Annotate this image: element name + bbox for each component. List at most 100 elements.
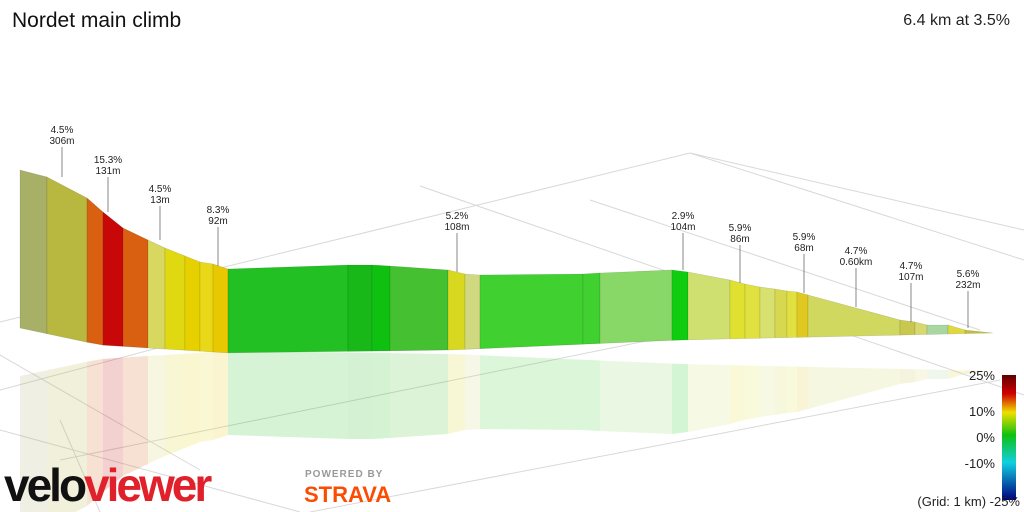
segment-reflection [808,366,900,409]
segment-gradient: 2.9% [672,211,695,222]
segment [227,264,349,354]
segment [796,291,809,338]
segment-reflection [927,369,948,379]
segment-reflection [948,369,965,379]
segment-gradient: 15.3% [94,155,122,166]
segment [687,271,731,341]
segment [19,169,48,335]
segment-gradient: 4.7% [845,246,868,257]
segment [46,176,88,343]
segment-gradient: 8.3% [207,205,230,216]
segment-length: 68m [794,243,813,254]
segment-reflection [775,366,787,415]
segment-reflection [148,355,165,464]
segment [729,279,746,340]
segment-reflection [200,352,213,442]
legend-tick: -10% [965,456,996,471]
segment-reflection [390,353,448,438]
segment-gradient: 4.7% [900,261,923,272]
segment [786,290,798,338]
legend-tick: 10% [969,404,995,419]
strava-logo: STRAVA [304,482,391,507]
segment-reflection [47,361,87,512]
segment [447,269,466,351]
segment [164,247,186,351]
segment-reflection [185,352,200,448]
segment [479,273,584,350]
segment-reflection [915,369,927,382]
legend-bar [1002,375,1016,500]
segment-gradient: 5.9% [729,223,752,234]
powered-by: POWERED BY [305,469,383,480]
segment-gradient: 4.5% [51,125,74,136]
segment [122,227,149,349]
segment-length: 92m [208,216,227,227]
segment [371,264,391,352]
segment [899,319,916,336]
segment [102,211,124,347]
segment [926,324,949,335]
segment [599,269,673,344]
legend-tick: 25% [969,368,995,383]
segment [147,239,166,350]
title: Nordet main climb [12,9,181,32]
segment-length: 232m [955,280,980,291]
segment-reflection [900,368,915,384]
segment-reflection [965,370,993,374]
legend-tick: 0% [976,430,995,445]
segment [184,255,201,352]
segment [199,261,214,353]
segment-gradient: 4.5% [149,184,172,195]
segment [389,265,449,352]
segment-length: 107m [898,272,923,283]
segment [212,263,229,354]
segment-reflection [348,352,372,439]
segment [774,288,788,339]
segment-length: 108m [444,222,469,233]
segment-reflection [213,351,228,440]
segment-reflection [797,366,808,412]
legend-bottom: (Grid: 1 km) -25% [917,494,1020,509]
reflection [20,351,993,512]
segment-reflection [480,355,583,430]
segment-reflection [672,363,688,434]
segment-reflection [688,364,730,432]
segment [914,321,928,336]
segment-reflection [787,366,797,413]
segment-length: 0.60km [840,257,873,268]
segment-reflection [465,354,480,430]
segment [582,272,601,345]
segment-reflection [103,357,123,492]
segment-reflection [600,360,672,434]
segment [671,269,689,341]
segment-reflection [760,365,775,417]
summary: 6.4 km at 3.5% [903,12,1010,29]
segment [964,329,994,334]
segment-length: 131m [95,166,120,177]
segment-gradient: 5.6% [957,269,980,280]
segment-reflection [165,353,185,456]
segment [807,294,901,338]
segment [744,283,761,339]
logo: veloviewer [4,459,212,511]
segment-reflection [372,352,390,439]
segment-reflection [583,359,600,431]
segment-reflection [87,358,103,506]
segment-gradient: 5.2% [446,211,469,222]
segment-reflection [20,370,47,512]
segment-length: 104m [670,222,695,233]
segment-reflection [448,353,465,434]
segment [947,324,966,335]
segment-length: 13m [150,195,169,206]
profile [19,169,994,354]
segment [464,273,481,350]
segment [86,197,104,346]
segment-gradient: 5.9% [793,232,816,243]
segment-reflection [228,351,348,439]
segment-length: 306m [49,136,74,147]
segment [759,286,776,339]
segment [347,264,373,352]
segment-reflection [745,365,760,420]
segment-reflection [123,356,148,476]
